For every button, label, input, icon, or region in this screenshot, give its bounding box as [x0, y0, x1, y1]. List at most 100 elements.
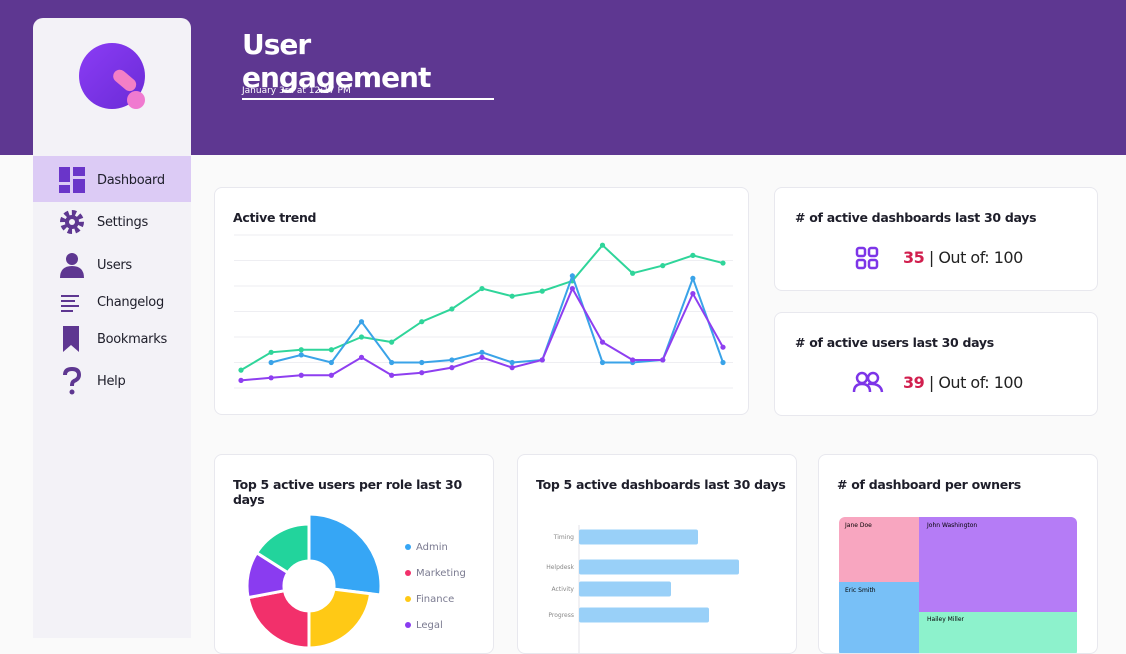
point — [449, 365, 455, 371]
point — [569, 273, 575, 279]
point — [509, 359, 515, 366]
point — [720, 359, 726, 366]
y-tick-label: Activity — [552, 586, 575, 593]
point — [599, 339, 606, 345]
point — [419, 359, 425, 366]
point — [449, 306, 455, 312]
icon — [852, 371, 884, 393]
kpi-value: 35 — [903, 248, 925, 267]
nav-item[interactable]: Settings — [33, 199, 191, 245]
icon — [63, 326, 79, 352]
point — [509, 293, 515, 299]
legend-label: Legal — [416, 620, 443, 631]
point — [238, 367, 244, 373]
icon — [60, 253, 84, 278]
point — [389, 372, 395, 378]
point — [599, 242, 606, 248]
kpi: 39 | Out of: 100 — [903, 373, 1023, 392]
bar — [579, 607, 709, 623]
point — [599, 359, 606, 366]
nav-item[interactable]: Help — [33, 358, 191, 404]
point — [328, 347, 334, 353]
point — [268, 375, 274, 381]
kpi: 35 | Out of: 100 — [903, 248, 1023, 267]
point — [268, 359, 274, 366]
point — [268, 349, 274, 355]
tile-label: John Washington — [927, 522, 978, 529]
nav-label: Changelog — [97, 294, 164, 310]
kpi-card: # of active dashboards last 30 days 35 |… — [774, 187, 1098, 291]
kpi-card: # of active users last 30 days 39 | Out … — [774, 312, 1098, 416]
point — [539, 357, 545, 363]
nav-label: Bookmarks — [97, 331, 167, 347]
slice — [254, 522, 311, 575]
y-tick-label: Timing — [553, 534, 574, 541]
point — [479, 285, 485, 292]
point — [569, 285, 575, 292]
bar-chart: Timing Helpdesk Activity Progress — [546, 525, 739, 653]
trend-card: Active trend — [214, 187, 749, 415]
point — [389, 359, 395, 366]
icon — [63, 367, 82, 395]
point — [328, 372, 334, 378]
card-title: Top 5 active dashboards last 30 days — [536, 477, 786, 492]
donut-chart: Admin Marketing Finance Legal — [245, 512, 466, 650]
point — [720, 344, 726, 350]
point — [690, 275, 696, 281]
bar — [579, 581, 671, 597]
point — [660, 263, 666, 269]
point — [358, 319, 365, 325]
point — [358, 354, 365, 360]
legend-label: Admin — [416, 542, 448, 553]
tile-label: Hailey Miller — [927, 616, 965, 623]
legend-dot — [405, 622, 411, 628]
legend-label: Marketing — [416, 568, 466, 579]
y-tick-label: Helpdesk — [546, 564, 574, 571]
treemap: Jane Doe John Washington Eric Smith Hail… — [839, 517, 1077, 653]
point — [630, 270, 636, 276]
tile: Hailey Miller — [919, 612, 1077, 653]
page-title: User engagement — [242, 28, 494, 100]
logo — [79, 43, 145, 109]
point — [479, 349, 485, 355]
nav-label: Help — [97, 373, 126, 389]
y-tick-label: Progress — [548, 612, 574, 619]
point — [419, 370, 425, 376]
tile: Jane Doe — [839, 517, 919, 582]
nav-item[interactable]: Changelog — [33, 279, 191, 325]
card-title: # of active dashboards last 30 days — [795, 210, 1037, 225]
card-title: # of active users last 30 days — [795, 335, 994, 350]
line-chart — [234, 234, 733, 389]
icon — [59, 167, 85, 193]
icon — [61, 295, 79, 312]
point — [238, 377, 244, 383]
nav-item[interactable]: Users — [33, 242, 191, 288]
point — [298, 347, 304, 353]
point — [690, 252, 696, 258]
tile-label: Jane Doe — [845, 522, 872, 529]
page-subtitle: January 3rd at 12:17 PM — [242, 86, 351, 96]
icon — [855, 246, 879, 270]
nav-label: Users — [97, 257, 132, 273]
legend-dot — [405, 544, 411, 550]
point — [389, 339, 395, 345]
slice — [246, 588, 311, 650]
tile-label: Eric Smith — [845, 587, 876, 594]
point — [690, 291, 696, 297]
point — [720, 260, 726, 266]
dashboards-card: Top 5 active dashboards last 30 days Tim… — [517, 454, 797, 654]
owners-card: # of dashboard per owners Jane Doe John … — [818, 454, 1098, 654]
roles-card: Top 5 active users per role last 30 days… — [214, 454, 494, 654]
nav-item[interactable]: Bookmarks — [33, 316, 191, 362]
slice — [307, 512, 383, 597]
card-title: Active trend — [233, 210, 317, 225]
nav-item[interactable]: Dashboard — [33, 157, 191, 203]
bar — [579, 559, 739, 575]
card-title: # of dashboard per owners — [837, 477, 1021, 492]
legend-dot — [405, 596, 411, 602]
point — [509, 365, 515, 371]
point — [479, 354, 485, 360]
legend-label: Finance — [416, 594, 454, 605]
line — [270, 272, 724, 364]
